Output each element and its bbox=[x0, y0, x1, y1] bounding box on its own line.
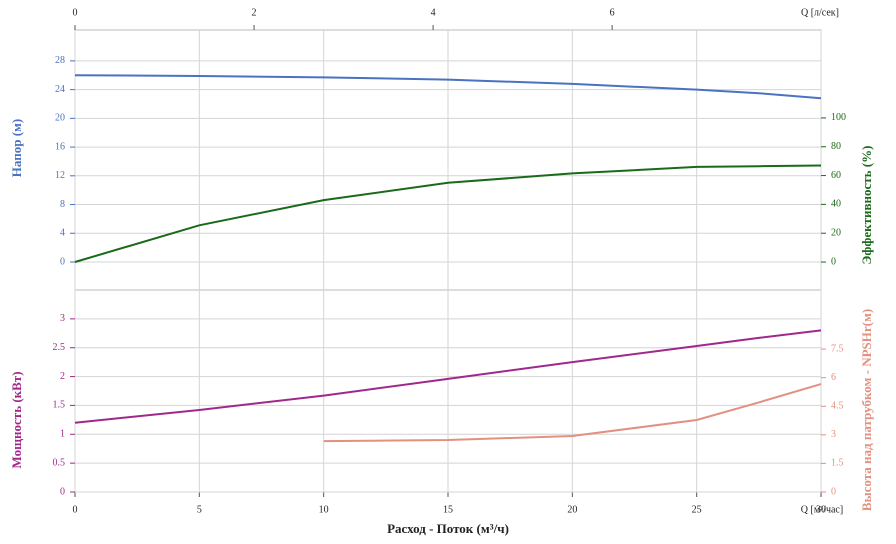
y2-tick-label: 1.5 bbox=[831, 458, 844, 469]
y2-tick-label: 0 bbox=[831, 486, 836, 497]
y2-tick-label: 7.5 bbox=[831, 343, 844, 354]
y-tick-label: 16 bbox=[55, 141, 65, 152]
x2-tick-label: 6 bbox=[610, 7, 615, 18]
y-tick-label: 1.5 bbox=[53, 400, 66, 411]
x-tick-label: 30 bbox=[816, 504, 826, 515]
x2-tick-label: 4 bbox=[431, 7, 436, 18]
y2-tick-label: 0 bbox=[831, 256, 836, 267]
x-tick-label: 25 bbox=[692, 504, 702, 515]
x-tick-label: 5 bbox=[197, 504, 202, 515]
y-tick-label: 24 bbox=[55, 84, 65, 95]
series-line bbox=[74, 329, 822, 424]
x2-axis-unit: Q [л/сек] bbox=[801, 7, 839, 18]
x-tick-label: 15 bbox=[443, 504, 453, 515]
series-line bbox=[74, 164, 822, 263]
x-tick-label: 0 bbox=[73, 504, 78, 515]
series-line bbox=[323, 383, 822, 443]
series-line bbox=[74, 74, 822, 100]
y-tick-label: 4 bbox=[60, 228, 65, 239]
y2-tick-label: 80 bbox=[831, 141, 841, 152]
y-tick-label: 0 bbox=[60, 486, 65, 497]
y2-axis-title: Эффективность (%) bbox=[859, 146, 874, 265]
y-tick-label: 8 bbox=[60, 199, 65, 210]
y2-tick-label: 6 bbox=[831, 372, 836, 383]
y2-tick-label: 4.5 bbox=[831, 401, 844, 412]
x2-tick-label: 0 bbox=[73, 7, 78, 18]
y-tick-label: 12 bbox=[55, 170, 65, 181]
x-tick-label: 20 bbox=[567, 504, 577, 515]
y2-tick-label: 20 bbox=[831, 228, 841, 239]
y2-axis-title: Высота над патрубком - NPSHr(м) bbox=[859, 309, 874, 511]
y2-tick-label: 3 bbox=[831, 429, 836, 440]
x2-tick-label: 2 bbox=[252, 7, 257, 18]
x-axis-title: Расход - Поток (м³/ч) bbox=[387, 521, 509, 536]
y-tick-label: 2 bbox=[60, 371, 65, 382]
y-tick-label: 2.5 bbox=[53, 342, 66, 353]
y-tick-label: 1 bbox=[60, 429, 65, 440]
y-tick-label: 0.5 bbox=[53, 457, 66, 468]
y-axis-title: Напор (м) bbox=[9, 119, 24, 177]
y2-tick-label: 60 bbox=[831, 170, 841, 181]
y-axis-title: Мощность (кВт) bbox=[9, 371, 24, 468]
x-axis-unit: Q [м³/час] bbox=[801, 504, 843, 515]
y2-tick-label: 40 bbox=[831, 199, 841, 210]
y-tick-label: 3 bbox=[60, 313, 65, 324]
y-tick-label: 28 bbox=[55, 55, 65, 66]
y-tick-label: 20 bbox=[55, 113, 65, 124]
x-tick-label: 10 bbox=[319, 504, 329, 515]
y-tick-label: 0 bbox=[60, 256, 65, 267]
y2-tick-label: 100 bbox=[831, 112, 846, 123]
